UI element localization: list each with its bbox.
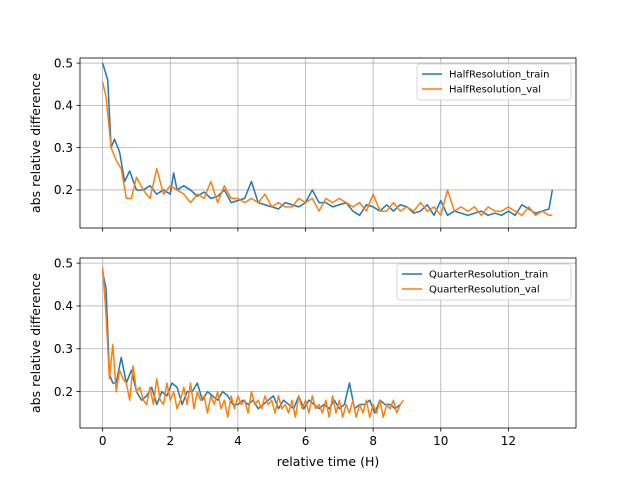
series-line-HalfResolution_val — [101, 81, 553, 217]
subplot-1: 0.2 0.3 0.4 0.5 abs relative difference HalfR… — [28, 56, 577, 232]
y-tick-label: 0.4 — [54, 299, 73, 313]
series-line-QuarterResolution_val — [101, 267, 405, 419]
x-tick-label: 12 — [501, 434, 516, 448]
x-axis-label: relative time (H) — [277, 454, 380, 469]
y-tick-label: 0.3 — [54, 342, 73, 356]
y-axis-label: abs relative difference — [28, 73, 43, 213]
legend-entry: HalfResolution_val — [449, 85, 541, 96]
y-axis-label: abs relative difference — [28, 273, 43, 413]
legend: QuarterResolution_train QuarterResolution… — [396, 263, 572, 301]
y-tick-label: 0.4 — [54, 99, 73, 113]
x-tick-label: 2 — [166, 434, 174, 448]
y-tick-label: 0.2 — [54, 385, 73, 399]
series-line-QuarterResolution_train — [101, 271, 401, 414]
legend-entry: HalfResolution_train — [449, 70, 549, 81]
y-tick-label: 0.2 — [54, 183, 73, 197]
y-tick-label: 0.3 — [54, 141, 73, 155]
x-tick-label: 8 — [369, 434, 377, 448]
legend-box — [396, 263, 572, 301]
subplot-2: 0 2 4 6 8 10 12 0.2 0.3 0.4 0.5 abs relative differ… — [28, 256, 577, 469]
axes-frame — [79, 257, 577, 429]
series-line-HalfResolution_train — [101, 62, 554, 217]
x-tick-label: 0 — [99, 434, 107, 448]
x-tick-label: 4 — [234, 434, 242, 448]
x-tick-label: 10 — [433, 434, 448, 448]
legend-entry: QuarterResolution_train — [429, 270, 548, 281]
legend-entry: QuarterResolution_val — [429, 285, 540, 296]
x-tick-label: 6 — [302, 434, 310, 448]
legend-box — [416, 63, 572, 101]
axes-frame — [79, 57, 577, 229]
legend: HalfResolution_train HalfResolution_val — [416, 63, 572, 101]
y-tick-label: 0.5 — [54, 256, 73, 270]
y-tick-label: 0.5 — [54, 56, 73, 70]
